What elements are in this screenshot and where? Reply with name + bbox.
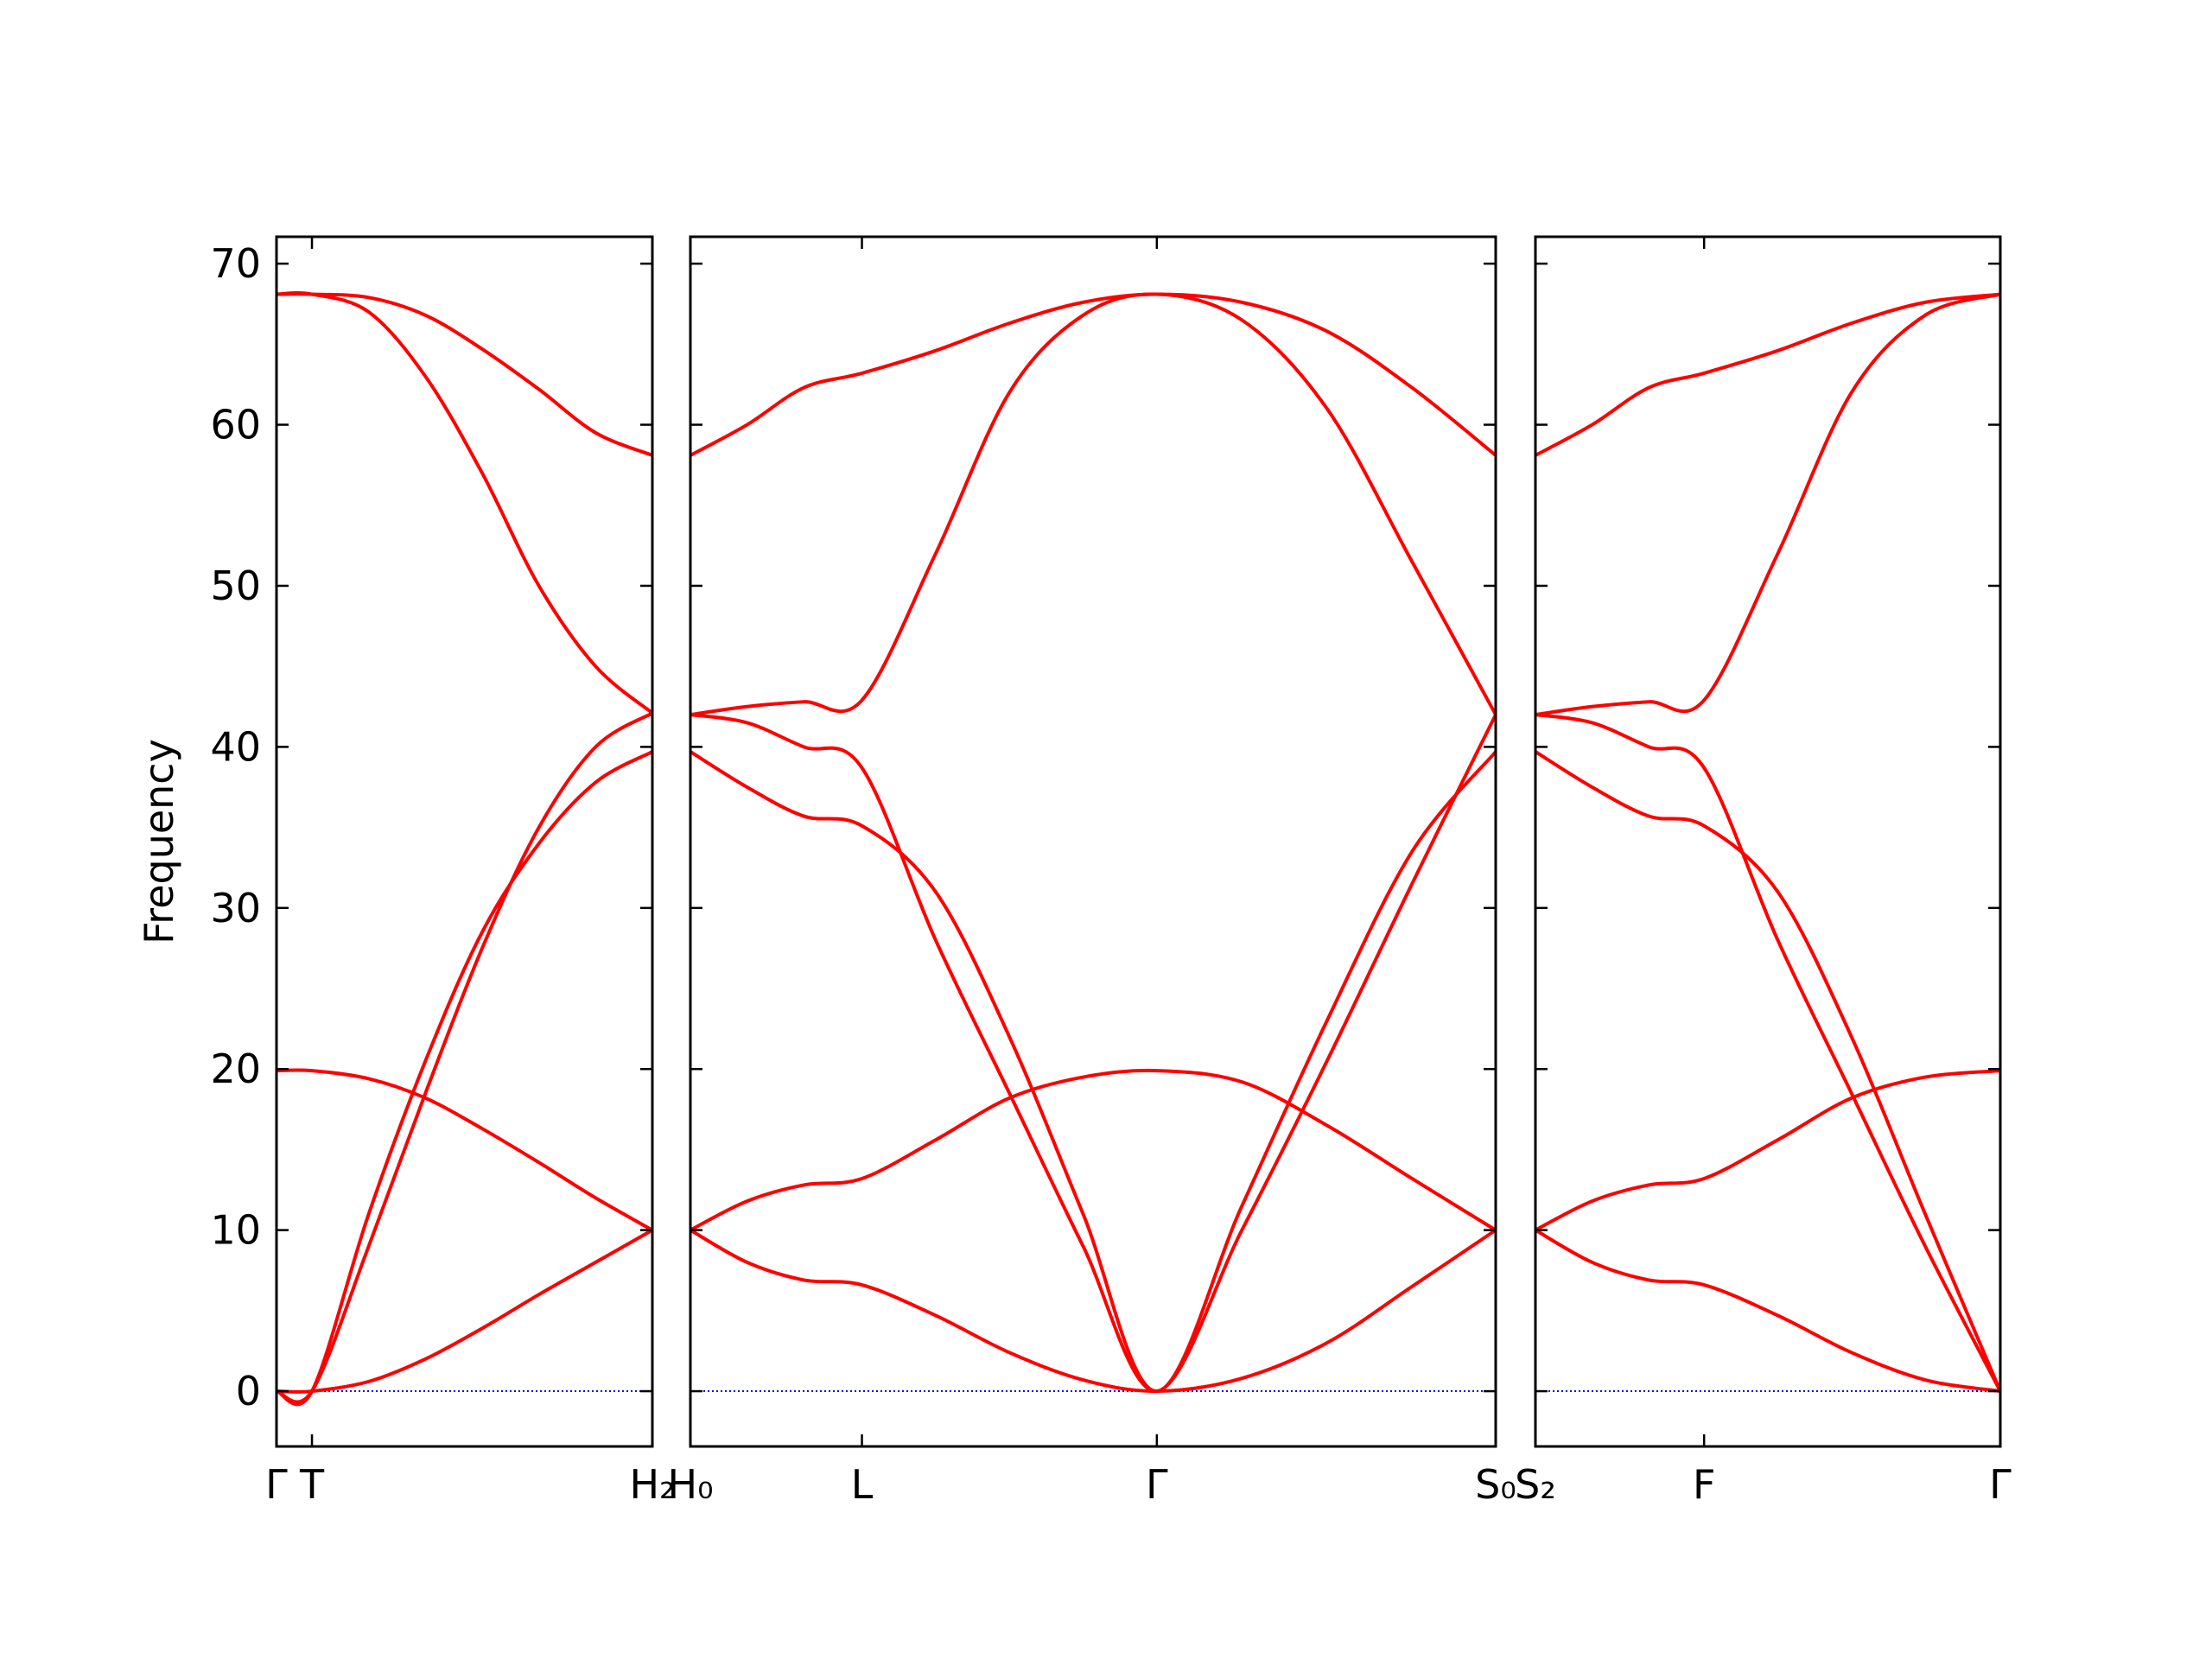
x-tick-label: S₂ xyxy=(1515,1461,1556,1508)
band-line xyxy=(1535,292,2001,457)
y-tick-label: 0 xyxy=(236,1368,261,1414)
band-line xyxy=(276,291,654,715)
band-line xyxy=(1535,292,2001,717)
x-tick-label: Γ xyxy=(1146,1461,1168,1508)
band-line xyxy=(689,750,1497,1394)
band-line xyxy=(690,1068,1497,1232)
band-line xyxy=(690,292,1497,717)
panel: S₂ F Γ xyxy=(1515,235,2012,1508)
y-tick-label: 30 xyxy=(210,885,261,931)
y-axis-label: Frequency xyxy=(136,739,182,944)
x-tick-label: Γ xyxy=(1989,1461,2012,1508)
x-tick-label: S₀ xyxy=(1475,1461,1516,1508)
x-tick-label: F xyxy=(1693,1461,1715,1508)
band-line xyxy=(276,1068,653,1232)
band-line xyxy=(276,1228,653,1394)
band-line xyxy=(1534,750,2002,1392)
y-tick-label: 70 xyxy=(210,240,261,287)
band-line xyxy=(690,292,1497,457)
band-line xyxy=(690,713,1497,1394)
y-tick-label: 40 xyxy=(210,723,261,770)
y-tick-label: 60 xyxy=(210,402,261,448)
axes-frame xyxy=(275,235,654,1448)
y-tick-label: 10 xyxy=(210,1207,261,1254)
band-line xyxy=(690,1228,1497,1394)
y-tick-label: 20 xyxy=(210,1046,261,1092)
x-tick-label: H₂ xyxy=(629,1461,675,1508)
panel: 0 10 20 30 40 50 60 70 Γ T H₂ Frequency xyxy=(136,235,676,1508)
x-tick-label: L xyxy=(851,1461,874,1508)
y-tick-label: 50 xyxy=(210,563,261,609)
axes-frame xyxy=(1534,235,2002,1448)
x-tick-label: T xyxy=(299,1461,325,1508)
band-line xyxy=(1535,1228,2001,1394)
band-line xyxy=(276,711,654,1404)
x-tick-label: H₀ xyxy=(667,1461,713,1508)
axes-frame xyxy=(689,235,1497,1448)
x-tick-label: Γ xyxy=(265,1461,288,1508)
band-line xyxy=(1535,713,2002,1392)
band-line xyxy=(1535,1069,2001,1232)
band-line xyxy=(276,750,653,1407)
panel: H₀ L Γ S₀ xyxy=(667,235,1516,1508)
